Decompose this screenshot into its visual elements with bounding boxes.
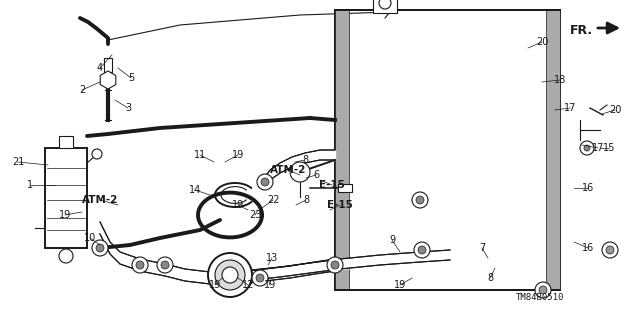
Text: 11: 11 xyxy=(194,150,206,160)
Bar xyxy=(104,58,112,72)
Text: 21: 21 xyxy=(12,157,24,167)
Text: 6: 6 xyxy=(313,170,319,180)
Circle shape xyxy=(418,246,426,254)
Text: 19: 19 xyxy=(232,150,244,160)
Text: 19: 19 xyxy=(394,280,406,290)
Polygon shape xyxy=(373,0,397,13)
Text: 5: 5 xyxy=(128,73,134,83)
Circle shape xyxy=(261,178,269,186)
Circle shape xyxy=(602,242,618,258)
Text: 4: 4 xyxy=(97,63,103,73)
Circle shape xyxy=(412,192,428,208)
Circle shape xyxy=(92,149,102,159)
Circle shape xyxy=(208,253,252,297)
Circle shape xyxy=(59,249,73,263)
Circle shape xyxy=(535,282,551,298)
Circle shape xyxy=(606,246,614,254)
Text: 16: 16 xyxy=(582,183,594,193)
Text: 7: 7 xyxy=(479,243,485,253)
Bar xyxy=(338,184,352,192)
Text: 17: 17 xyxy=(592,143,604,153)
Circle shape xyxy=(584,145,590,151)
Bar xyxy=(335,10,349,290)
Circle shape xyxy=(161,261,169,269)
Circle shape xyxy=(215,260,245,290)
Text: 22: 22 xyxy=(267,195,279,205)
Circle shape xyxy=(327,257,343,273)
Circle shape xyxy=(331,261,339,269)
Circle shape xyxy=(256,274,264,282)
Text: 15: 15 xyxy=(603,143,615,153)
Text: 8: 8 xyxy=(303,195,309,205)
Text: 2: 2 xyxy=(79,85,85,95)
Text: 12: 12 xyxy=(242,280,254,290)
Text: 19: 19 xyxy=(264,280,276,290)
Circle shape xyxy=(157,257,173,273)
Circle shape xyxy=(379,0,391,9)
Text: 19: 19 xyxy=(209,280,221,290)
Circle shape xyxy=(92,240,108,256)
Text: 20: 20 xyxy=(609,105,621,115)
Text: 17: 17 xyxy=(564,103,576,113)
Circle shape xyxy=(252,270,268,286)
Bar xyxy=(546,10,560,290)
Circle shape xyxy=(414,242,430,258)
FancyBboxPatch shape xyxy=(45,148,87,248)
Circle shape xyxy=(290,162,310,182)
Circle shape xyxy=(136,261,144,269)
Text: 16: 16 xyxy=(582,243,594,253)
Text: 3: 3 xyxy=(125,103,131,113)
Text: TM84B0510: TM84B0510 xyxy=(516,293,564,302)
Text: E-15: E-15 xyxy=(319,180,345,190)
Text: 1: 1 xyxy=(27,180,33,190)
Bar xyxy=(339,14,534,286)
Text: 10: 10 xyxy=(84,233,96,243)
Text: 20: 20 xyxy=(536,37,548,47)
Text: 14: 14 xyxy=(189,185,201,195)
Circle shape xyxy=(539,286,547,294)
Text: 18: 18 xyxy=(554,75,566,85)
Text: ATM-2: ATM-2 xyxy=(270,165,306,175)
Text: 23: 23 xyxy=(249,210,261,220)
Bar xyxy=(59,136,73,148)
Bar xyxy=(335,10,560,290)
Text: FR.: FR. xyxy=(570,24,593,36)
Circle shape xyxy=(580,141,594,155)
Circle shape xyxy=(132,257,148,273)
Text: 9: 9 xyxy=(389,235,395,245)
Text: E-15: E-15 xyxy=(327,200,353,210)
Text: 19: 19 xyxy=(232,200,244,210)
Text: 8: 8 xyxy=(302,155,308,165)
Circle shape xyxy=(257,174,273,190)
Text: ATM-2: ATM-2 xyxy=(82,195,118,205)
Circle shape xyxy=(96,244,104,252)
Text: 13: 13 xyxy=(266,253,278,263)
Text: 19: 19 xyxy=(59,210,71,220)
Circle shape xyxy=(222,267,238,283)
Text: 8: 8 xyxy=(487,273,493,283)
Circle shape xyxy=(416,196,424,204)
